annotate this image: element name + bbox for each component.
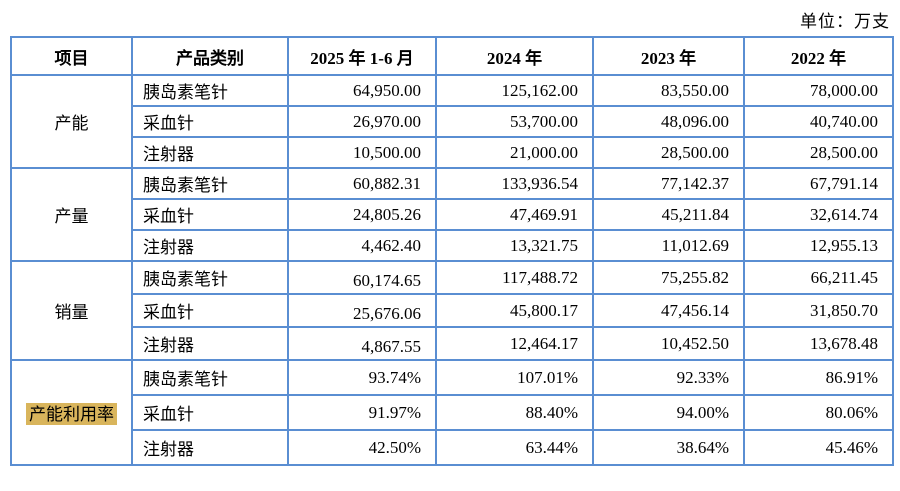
value-cell: 91.97% — [287, 394, 437, 431]
value-cell: 133,936.54 — [435, 167, 594, 200]
value-cell: 38.64% — [592, 429, 745, 466]
table-row: 注射器 4,462.40 13,321.75 11,012.69 12,955.… — [11, 229, 894, 262]
table-row: 采血针 91.97% 88.40% 94.00% 80.06% — [11, 394, 894, 431]
group-capacity: 产能 胰岛素笔针 64,950.00 125,162.00 83,550.00 … — [10, 74, 894, 169]
highlighted-utilization-label: 产能利用率 — [26, 403, 117, 425]
value-cell: 24,805.26 — [287, 198, 437, 231]
category-cell: 胰岛素笔针 — [131, 74, 289, 107]
column-header-2022: 2022 年 — [743, 36, 894, 76]
value-cell: 12,464.17 — [435, 326, 594, 361]
value-cell: 78,000.00 — [743, 74, 894, 107]
item-cell-capacity: 产能 — [10, 74, 133, 169]
value-cell: 75,255.82 — [592, 260, 745, 295]
category-cell: 注射器 — [131, 229, 289, 262]
value-cell: 40,740.00 — [743, 105, 894, 138]
item-cell-sales: 销量 — [10, 260, 133, 361]
value-cell: 25,676.06 — [287, 293, 437, 328]
value-cell: 13,678.48 — [743, 326, 894, 361]
table-row: 产能 胰岛素笔针 64,950.00 125,162.00 83,550.00 … — [10, 74, 894, 169]
category-cell: 采血针 — [131, 105, 289, 138]
value-cell: 66,211.45 — [743, 260, 894, 295]
value-cell: 117,488.72 — [435, 260, 594, 295]
value-cell: 4,867.55 — [287, 326, 437, 361]
column-header-item: 项目 — [10, 36, 133, 76]
value-cell: 83,550.00 — [592, 74, 745, 107]
value-cell: 77,142.37 — [592, 167, 745, 200]
value-cell: 28,500.00 — [592, 136, 745, 169]
column-header-2025h1: 2025 年 1-6 月 — [287, 36, 437, 76]
unit-label: 单位：万支 — [800, 12, 890, 31]
value-cell: 86.91% — [743, 359, 894, 396]
value-cell: 107.01% — [435, 359, 594, 396]
value-cell: 4,462.40 — [287, 229, 437, 262]
category-cell: 胰岛素笔针 — [131, 167, 289, 200]
value-cell: 45.46% — [743, 429, 894, 466]
value-cell: 125,162.00 — [435, 74, 594, 107]
value-cell: 45,211.84 — [592, 198, 745, 231]
category-cell: 采血针 — [131, 293, 289, 328]
value-cell: 42.50% — [287, 429, 437, 466]
value-cell: 47,469.91 — [435, 198, 594, 231]
category-cell: 胰岛素笔针 — [131, 260, 289, 295]
value-cell: 64,950.00 — [287, 74, 437, 107]
value-cell: 13,321.75 — [435, 229, 594, 262]
table-row: 产量 胰岛素笔针 60,882.31 133,936.54 77,142.37 … — [10, 167, 894, 262]
table-row: 采血针 24,805.26 47,469.91 45,211.84 32,614… — [11, 198, 894, 231]
value-cell: 67,791.14 — [743, 167, 894, 200]
table-row: 产能利用率 胰岛素笔针 93.74% 107.01% 92.33% 86.91% — [10, 359, 894, 466]
value-cell: 94.00% — [592, 394, 745, 431]
value-cell: 60,882.31 — [287, 167, 437, 200]
value-cell: 11,012.69 — [592, 229, 745, 262]
table-row: 注射器 10,500.00 21,000.00 28,500.00 28,500… — [11, 136, 894, 169]
value-cell: 10,452.50 — [592, 326, 745, 361]
table-row: 采血针 25,676.06 45,800.17 47,456.14 31,850… — [11, 293, 894, 328]
item-cell-utilization: 产能利用率 — [10, 359, 133, 466]
group-output: 产量 胰岛素笔针 60,882.31 133,936.54 77,142.37 … — [10, 167, 894, 262]
category-cell: 注射器 — [131, 136, 289, 169]
value-cell: 12,955.13 — [743, 229, 894, 262]
production-capacity-table: 项目 产品类别 2025 年 1-6 月 2024 年 2023 年 2022 … — [10, 36, 894, 466]
table-row: 采血针 26,970.00 53,700.00 48,096.00 40,740… — [11, 105, 894, 138]
value-cell: 45,800.17 — [435, 293, 594, 328]
category-cell: 注射器 — [131, 429, 289, 466]
value-cell: 10,500.00 — [287, 136, 437, 169]
category-cell: 采血针 — [131, 394, 289, 431]
value-cell: 53,700.00 — [435, 105, 594, 138]
column-header-2023: 2023 年 — [592, 36, 745, 76]
value-cell: 31,850.70 — [743, 293, 894, 328]
header-row: 项目 产品类别 2025 年 1-6 月 2024 年 2023 年 2022 … — [10, 36, 894, 76]
value-cell: 48,096.00 — [592, 105, 745, 138]
value-cell: 21,000.00 — [435, 136, 594, 169]
table-row: 注射器 42.50% 63.44% 38.64% 45.46% — [11, 429, 894, 466]
value-cell: 47,456.14 — [592, 293, 745, 328]
value-cell: 28,500.00 — [743, 136, 894, 169]
column-header-category: 产品类别 — [131, 36, 289, 76]
table-row: 销量 胰岛素笔针 60,174.65 117,488.72 75,255.82 … — [10, 260, 894, 361]
category-cell: 注射器 — [131, 326, 289, 361]
column-header-2024: 2024 年 — [435, 36, 594, 76]
value-cell: 88.40% — [435, 394, 594, 431]
table-row: 注射器 4,867.55 12,464.17 10,452.50 13,678.… — [11, 326, 894, 361]
value-cell: 26,970.00 — [287, 105, 437, 138]
value-cell: 32,614.74 — [743, 198, 894, 231]
value-cell: 63.44% — [435, 429, 594, 466]
value-cell: 92.33% — [592, 359, 745, 396]
category-cell: 采血针 — [131, 198, 289, 231]
group-sales: 销量 胰岛素笔针 60,174.65 117,488.72 75,255.82 … — [10, 260, 894, 361]
value-cell: 60,174.65 — [287, 260, 437, 295]
value-cell: 93.74% — [287, 359, 437, 396]
group-utilization: 产能利用率 胰岛素笔针 93.74% 107.01% 92.33% 86.91%… — [10, 359, 894, 466]
value-cell: 80.06% — [743, 394, 894, 431]
item-cell-output: 产量 — [10, 167, 133, 262]
category-cell: 胰岛素笔针 — [131, 359, 289, 396]
